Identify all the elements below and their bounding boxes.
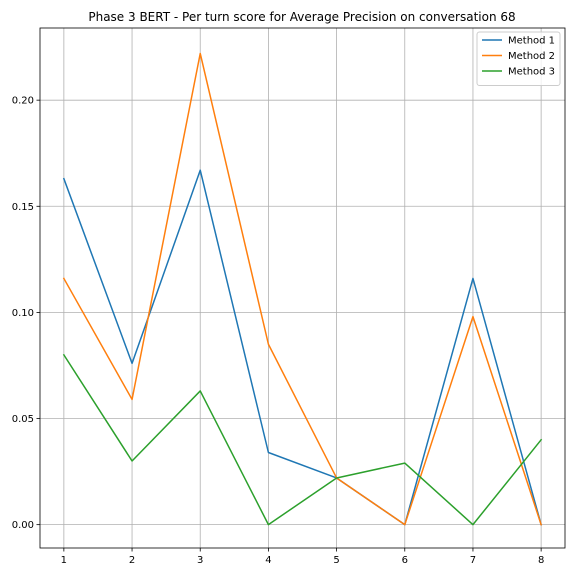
x-tick-6: 6 [402, 548, 408, 566]
series-lines [62, 52, 543, 526]
x-tick-5: 5 [333, 548, 340, 566]
x-tick-label: 4 [265, 555, 271, 566]
legend-entry-method-2: Method 2 [482, 51, 555, 62]
x-tick-label: 7 [470, 555, 476, 566]
y-tick-label: 0.05 [12, 414, 34, 425]
legend-box [476, 31, 561, 86]
y-tick-2: 0.05 [12, 414, 40, 425]
y-tick-5: 0.20 [12, 96, 40, 107]
x-tick-8: 8 [538, 548, 544, 566]
plot-area-frame [39, 27, 566, 549]
grid [40, 28, 565, 548]
series-line-method-3 [62, 353, 543, 526]
y-tick-4: 0.15 [12, 202, 40, 213]
x-tick-label: 2 [129, 555, 135, 566]
y-tick-label: 0.20 [12, 96, 34, 107]
legend-entry-method-1: Method 1 [482, 36, 555, 47]
y-tick-1: 0.00 [12, 520, 40, 531]
y-axis: 0.00 0.05 0.10 0.15 0.20 [12, 96, 40, 531]
y-tick-3: 0.10 [12, 308, 40, 319]
x-tick-1: 1 [61, 548, 67, 566]
x-axis: 1 2 3 4 5 6 7 8 [61, 548, 544, 566]
x-tick-label: 8 [538, 555, 544, 566]
x-tick-7: 7 [470, 548, 476, 566]
x-tick-label: 3 [197, 555, 203, 566]
series-line-method-1 [62, 169, 543, 526]
x-tick-3: 3 [197, 548, 203, 566]
x-tick-2: 2 [129, 548, 135, 566]
y-tick-label: 0.10 [12, 308, 34, 319]
x-tick-label: 6 [402, 555, 408, 566]
legend-entry-method-3: Method 3 [482, 67, 555, 78]
legend: Method 1 Method 2 Method 3 [476, 31, 561, 86]
y-tick-label: 0.15 [12, 202, 34, 213]
x-tick-4: 4 [265, 548, 272, 566]
series-line-method-2 [62, 52, 543, 526]
y-tick-label: 0.00 [12, 520, 34, 531]
x-tick-label: 1 [61, 555, 67, 566]
chart-title: Phase 3 BERT - Per turn score for Averag… [88, 10, 515, 24]
legend-label: Method 3 [508, 67, 555, 78]
legend-label: Method 1 [508, 36, 555, 47]
legend-label: Method 2 [508, 51, 555, 62]
x-tick-label: 5 [333, 555, 339, 566]
